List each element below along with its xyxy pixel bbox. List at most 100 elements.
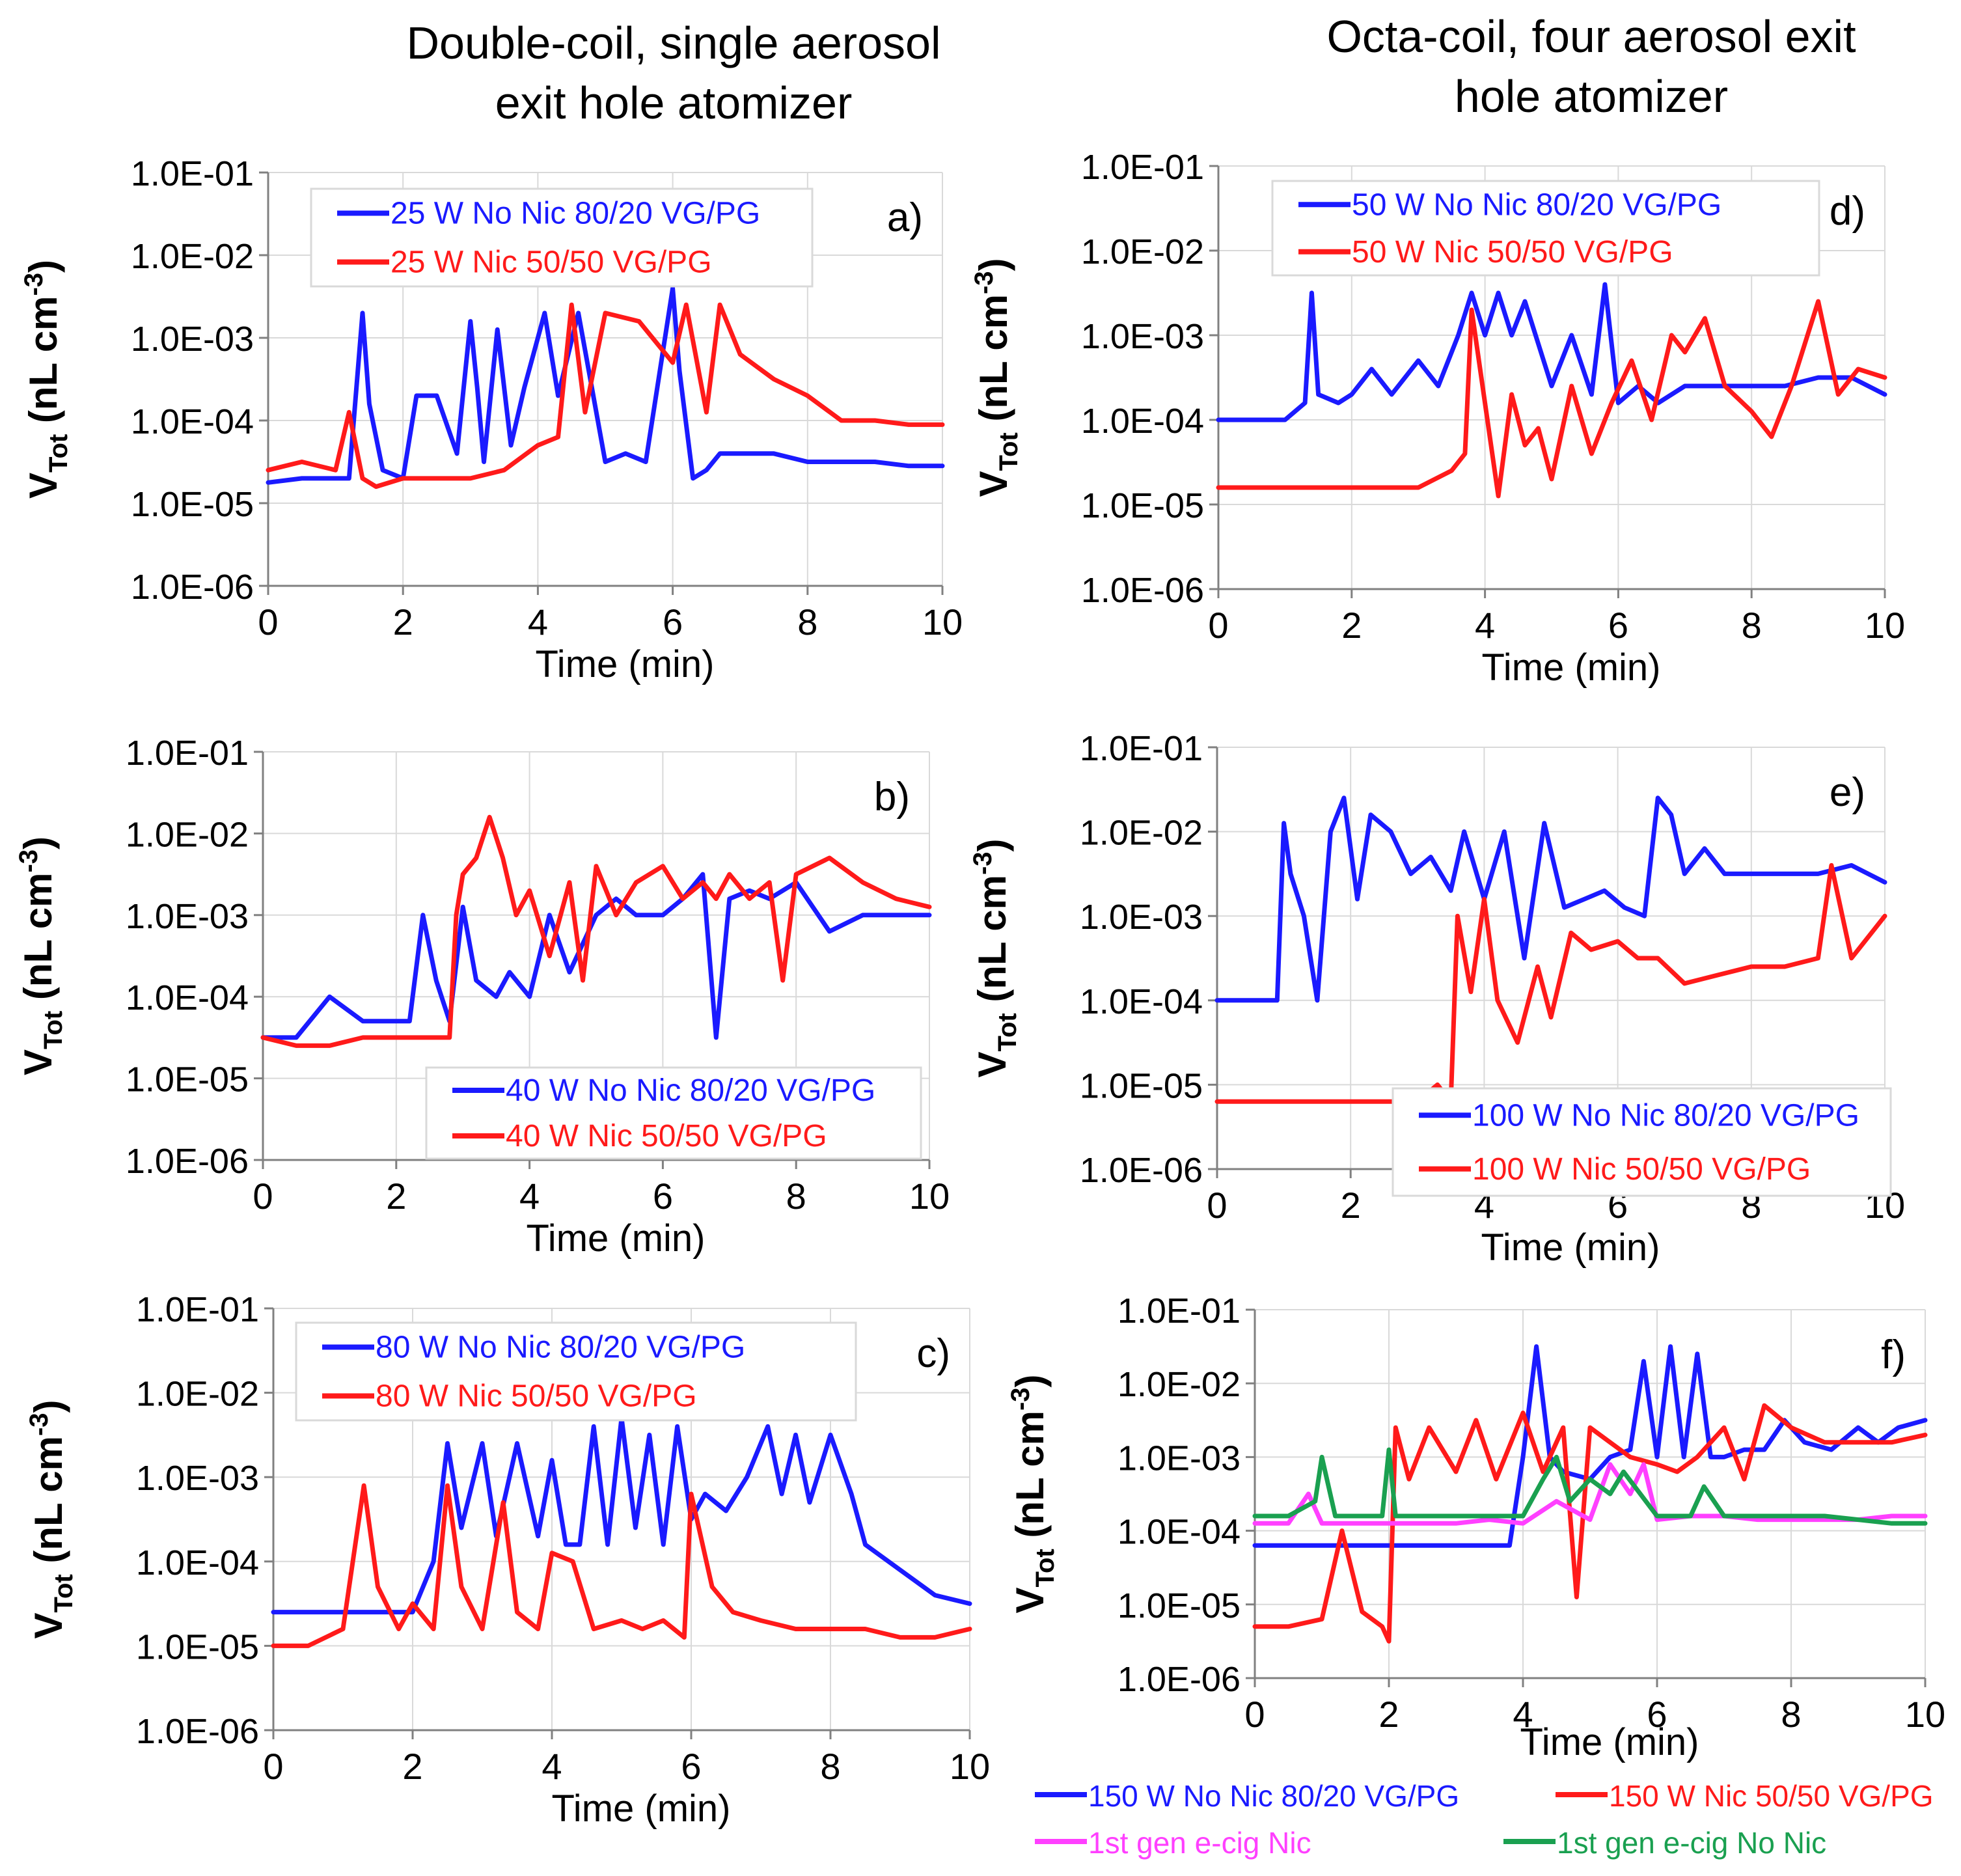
x-tick-label: 6	[653, 1176, 673, 1217]
y-axis-title: VTot (nL cm-3)	[20, 260, 73, 499]
x-tick-label: 10	[950, 1746, 990, 1787]
left-title-line-2: exit hole atomizer	[495, 77, 853, 128]
y-tick-label: 1.0E-02	[136, 1375, 259, 1414]
legend-box	[425, 1066, 922, 1160]
x-tick-label: 10	[1865, 605, 1905, 646]
chart-panel-b: 1.0E-06 1.0E-05 1.0E-04 1.0E-03 1.0E-02 1.0E-…	[14, 734, 950, 1260]
panel-label: d)	[1830, 189, 1865, 234]
legend: 50 W No Nic 80/20 VG/PG 50 W Nic 50/50 VG…	[1271, 180, 1820, 277]
y-tick-label: 1.0E-04	[131, 402, 254, 441]
x-tick-label: 2	[1378, 1694, 1399, 1735]
legend-entry: 25 W Nic 50/50 VG/PG	[391, 245, 712, 280]
x-tick-label: 8	[820, 1746, 840, 1787]
x-tick-label: 0	[258, 601, 278, 642]
legend-entry: 1st gen e-cig Nic	[1088, 1826, 1311, 1860]
y-tick-label: 1.0E-05	[126, 1060, 249, 1099]
series-line-magenta	[1252, 1462, 1928, 1526]
x-tick-label: 0	[1208, 605, 1228, 646]
y-tick-label: 1.0E-01	[126, 734, 249, 773]
x-tick-label: 6	[1608, 605, 1628, 646]
x-tick-label: 2	[1341, 605, 1362, 646]
legend-box	[310, 187, 814, 288]
chart-panel-e: 1.0E-06 1.0E-05 1.0E-04 1.0E-03 1.0E-02 1.0E-…	[968, 729, 1905, 1269]
x-axis-title: Time (min)	[552, 1787, 731, 1830]
x-tick-label: 0	[263, 1746, 283, 1787]
legend-entry: 100 W Nic 50/50 VG/PG	[1472, 1152, 1811, 1187]
y-tick-label: 1.0E-05	[136, 1627, 259, 1666]
legend: 40 W No Nic 80/20 VG/PG 40 W Nic 50/50 VG…	[425, 1066, 922, 1160]
x-axis-title: Time (min)	[1520, 1721, 1699, 1763]
y-tick-label: 1.0E-06	[1080, 1151, 1203, 1190]
y-axis-title: VTot (nL cm-3)	[970, 258, 1023, 497]
series-line-red	[266, 302, 945, 490]
series-line-blue	[266, 286, 945, 485]
x-tick-label: 6	[663, 601, 683, 642]
x-tick-label: 4	[528, 601, 548, 642]
series-line-red	[1214, 862, 1887, 1104]
y-tick-label: 1.0E-06	[131, 568, 254, 607]
x-tick-label: 4	[1513, 1694, 1533, 1735]
y-tick-label: 1.0E-04	[1081, 402, 1204, 441]
y-tick-label: 1.0E-03	[1081, 317, 1204, 356]
legend-entry: 40 W Nic 50/50 VG/PG	[506, 1119, 827, 1153]
y-tick-label: 1.0E-06	[1081, 571, 1204, 610]
y-tick-label: 1.0E-02	[1081, 232, 1204, 271]
legend-entry: 40 W No Nic 80/20 VG/PG	[506, 1073, 875, 1108]
right-title-line-1: Octa-coil, four aerosol exit	[1326, 11, 1856, 62]
panel-label: e)	[1830, 770, 1865, 815]
x-tick-label: 2	[402, 1746, 422, 1787]
left-column-title: Double-coil, single aerosol exit hole at…	[273, 13, 1074, 133]
y-tick-label: 1.0E-04	[136, 1543, 259, 1582]
series-line-green	[1252, 1447, 1928, 1526]
y-tick-label: 1.0E-06	[136, 1712, 259, 1751]
left-title-line-1: Double-coil, single aerosol	[406, 18, 941, 68]
panel-label: b)	[874, 775, 910, 820]
series-line-red	[1252, 1403, 1928, 1644]
chart-panel-f: 1.0E-06 1.0E-05 1.0E-04 1.0E-03 1.0E-02 1.0E-…	[1006, 1291, 1945, 1860]
series-line-blue	[1216, 282, 1887, 422]
y-tick-label: 1.0E-03	[131, 320, 254, 359]
chart-panel-a: 1.0E-06 1.0E-05 1.0E-04 1.0E-03 1.0E-02 1.0E-…	[20, 154, 963, 685]
x-tick-label: 6	[681, 1746, 701, 1787]
series-line-blue	[1252, 1344, 1928, 1548]
x-tick-label: 8	[797, 601, 817, 642]
y-axis-title: VTot (nL cm-3)	[25, 1400, 78, 1638]
right-column-title: Octa-coil, four aerosol exit hole atomiz…	[1224, 7, 1959, 126]
x-tick-label: 8	[1781, 1694, 1801, 1735]
legend-entry: 25 W No Nic 80/20 VG/PG	[391, 197, 760, 231]
y-tick-label: 1.0E-06	[126, 1142, 249, 1181]
x-axis-title: Time (min)	[1482, 646, 1661, 689]
y-tick-label: 1.0E-05	[131, 485, 254, 524]
y-tick-label: 1.0E-04	[1118, 1513, 1241, 1552]
x-tick-label: 2	[386, 1176, 406, 1217]
x-axis-title: Time (min)	[1481, 1226, 1660, 1269]
series-line-blue	[260, 872, 932, 1040]
y-tick-label: 1.0E-05	[1118, 1586, 1241, 1625]
y-tick-label: 1.0E-01	[136, 1290, 259, 1329]
y-tick-label: 1.0E-02	[131, 237, 254, 276]
x-tick-label: 0	[1207, 1185, 1227, 1226]
x-tick-label: 8	[786, 1176, 806, 1217]
panel-label: c)	[916, 1331, 950, 1376]
x-tick-label: 4	[542, 1746, 562, 1787]
y-tick-label: 1.0E-01	[1118, 1291, 1241, 1331]
legend-entry: 150 W No Nic 80/20 VG/PG	[1088, 1779, 1459, 1813]
series-line-blue	[271, 1416, 972, 1615]
y-tick-label: 1.0E-01	[1081, 148, 1204, 187]
x-tick-label: 10	[922, 601, 963, 642]
x-tick-label: 10	[909, 1176, 950, 1217]
y-tick-label: 1.0E-04	[1080, 982, 1203, 1021]
legend-entry: 150 W Nic 50/50 VG/PG	[1609, 1779, 1934, 1813]
x-tick-label: 8	[1742, 605, 1762, 646]
series-line-red	[271, 1483, 972, 1648]
right-title-line-2: hole atomizer	[1454, 71, 1729, 122]
x-axis-title: Time (min)	[536, 643, 715, 685]
legend: 150 W No Nic 80/20 VG/PG 150 W Nic 50/50 …	[1035, 1779, 1934, 1860]
y-axis-title: VTot (nL cm-3)	[1006, 1374, 1060, 1613]
legend-entry: 1st gen e-cig No Nic	[1557, 1826, 1826, 1860]
y-tick-label: 1.0E-03	[136, 1459, 259, 1498]
x-tick-label: 6	[1647, 1694, 1667, 1735]
legend: 100 W No Nic 80/20 VG/PG 100 W Nic 50/50 …	[1392, 1087, 1892, 1197]
legend-entry: 80 W Nic 50/50 VG/PG	[376, 1379, 697, 1414]
